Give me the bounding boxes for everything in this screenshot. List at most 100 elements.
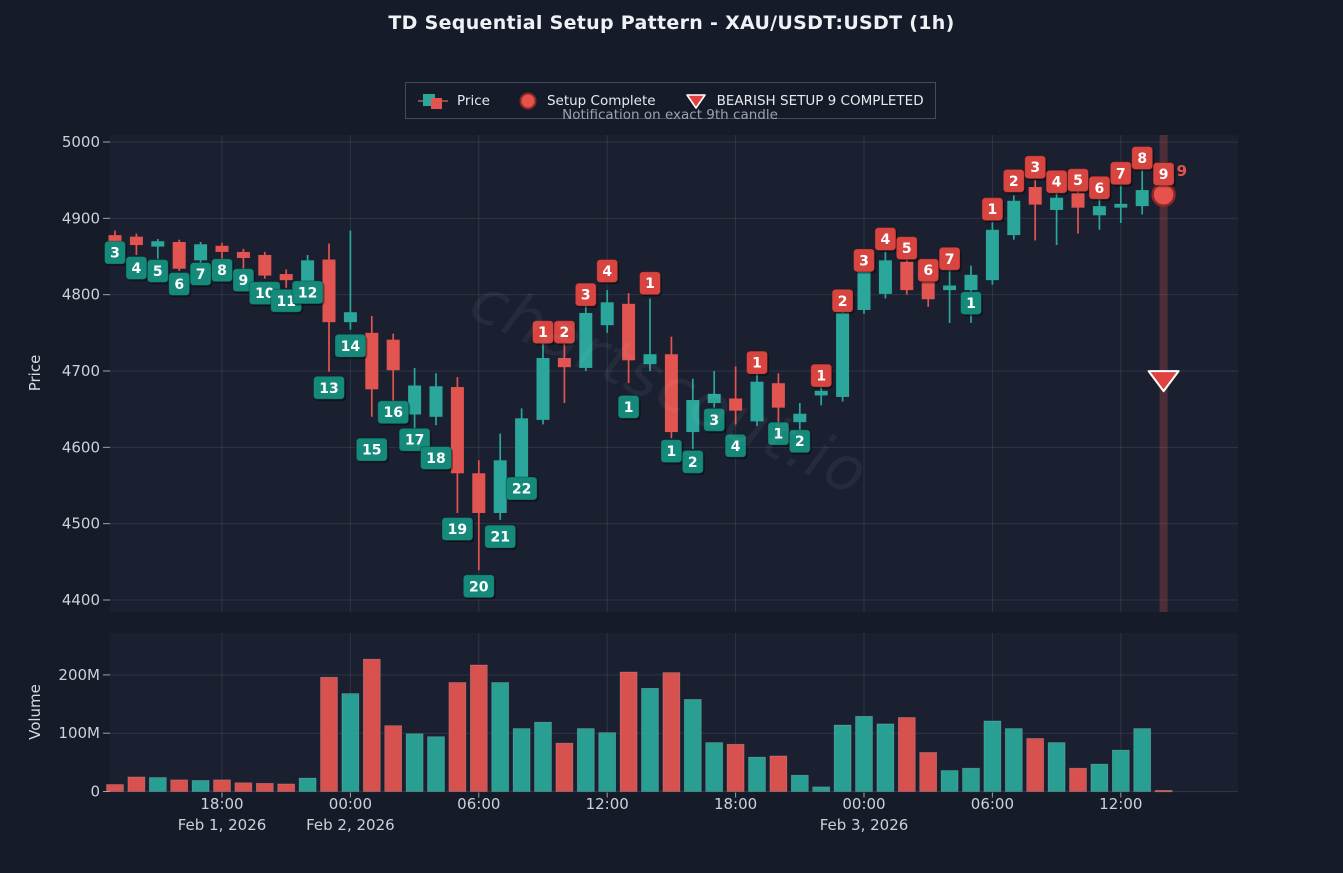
volume-bar	[491, 682, 510, 792]
td-label-box	[895, 236, 918, 261]
td-label-count: 2	[560, 325, 570, 341]
td-label-box	[168, 271, 191, 296]
td-label-buy-1: 1	[660, 439, 684, 465]
td-label-count: 1	[774, 427, 784, 443]
candle-body	[557, 358, 571, 368]
td-label-box	[681, 449, 704, 474]
candle-body	[1071, 193, 1085, 208]
td-label-sell-9: 9	[1152, 162, 1176, 188]
legend-item-setup-complete: Setup Complete	[518, 91, 656, 111]
volume-bar	[1154, 789, 1173, 793]
volume-bar	[919, 752, 938, 792]
td-label-box	[189, 262, 212, 287]
td-label-box	[1109, 161, 1132, 186]
candle-body	[172, 241, 186, 269]
td-label-sell-1: 1	[639, 271, 662, 297]
candle-body	[771, 383, 785, 408]
volume-axis-title: Volume	[26, 684, 44, 740]
candle-body	[729, 398, 743, 411]
td-label-box	[596, 259, 619, 284]
td-label-count: 20	[469, 579, 489, 595]
td-label-sell-4: 4	[596, 259, 620, 285]
td-label-buy-3: 3	[703, 407, 727, 434]
td-label-count: 3	[581, 288, 591, 304]
candle-body	[301, 260, 315, 283]
volume-bar	[255, 782, 274, 792]
page-title: TD Sequential Setup Pattern - XAU/USDT:U…	[388, 12, 955, 34]
td-label-sell-7: 7	[938, 246, 962, 273]
volume-bar	[855, 715, 873, 792]
setup-complete-circle-icon	[519, 92, 537, 109]
td-label-count: 1	[752, 356, 762, 372]
td-label-box	[1045, 169, 1068, 194]
td-label-buy-13: 13	[313, 375, 346, 402]
td-label-count: 4	[881, 232, 891, 248]
td-label-box	[125, 255, 148, 280]
td-label-box	[1152, 162, 1175, 187]
candles-group	[108, 170, 1171, 571]
td-label-sell-1: 1	[532, 320, 555, 346]
td-label-count: 2	[795, 434, 805, 450]
td-label-box	[553, 320, 576, 345]
td-label-count: 2	[1009, 174, 1019, 190]
candle-body	[493, 460, 507, 513]
candle-body	[450, 387, 464, 474]
td-label-count: 7	[196, 267, 206, 283]
candle-body	[664, 354, 678, 433]
td-label-box	[441, 517, 474, 542]
candle-body	[194, 244, 208, 261]
volume-bar	[1111, 749, 1130, 792]
td-label-count: 13	[319, 381, 338, 397]
candle-body	[1007, 200, 1021, 236]
volume-bar	[790, 774, 809, 792]
td-label-sell-2: 2	[831, 288, 855, 315]
candle-body	[750, 381, 764, 422]
td-label-box	[788, 429, 811, 454]
volume-bar	[662, 672, 681, 792]
candle-body	[579, 312, 593, 368]
volume-bar	[683, 699, 702, 792]
volume-bar	[170, 779, 189, 792]
volume-bar	[555, 742, 574, 792]
volume-bar	[833, 724, 852, 792]
volume-bar	[1004, 728, 1023, 792]
td-label-buy-3: 3	[104, 240, 127, 266]
volume-bar	[983, 720, 1002, 792]
td-label-sell-1: 1	[981, 197, 1005, 223]
price-tick-label: 4400	[62, 591, 100, 609]
td-label-count: 2	[838, 294, 848, 310]
x-tick-date: Feb 2, 2026	[306, 816, 395, 834]
td-label-buy-7: 7	[189, 262, 213, 288]
td-label-sell-3: 3	[1024, 155, 1048, 181]
td-label-sell-4: 4	[1045, 169, 1069, 195]
td-label-sell-5: 5	[1067, 168, 1090, 194]
td-label-box	[398, 427, 431, 452]
volume-bars-group	[106, 658, 1173, 793]
td-label-count: 8	[217, 263, 227, 279]
volume-bar	[127, 776, 146, 792]
volume-bar	[1090, 763, 1109, 792]
candle-body	[322, 259, 336, 323]
td-label-count: 8	[1137, 151, 1147, 167]
td-label-box	[938, 246, 961, 271]
td-label-buy-6: 6	[168, 271, 192, 298]
candle-body	[386, 339, 400, 371]
volume-bar	[619, 671, 638, 792]
x-tick-date: Feb 1, 2026	[178, 816, 267, 834]
volume-bar	[298, 777, 317, 792]
candle-body	[151, 241, 165, 247]
td-label-count: 19	[448, 522, 467, 538]
td-label-count: 9	[1159, 167, 1169, 183]
legend-item-bearish: BEARISH SETUP 9 COMPLETED	[684, 91, 924, 111]
candle-body	[643, 354, 657, 365]
volume-bar	[641, 687, 659, 792]
volume-bar	[1069, 767, 1087, 792]
candle-body	[108, 235, 122, 242]
volume-bar	[405, 733, 424, 792]
td-label-box	[1024, 155, 1047, 180]
volume-bar	[962, 767, 980, 792]
td-label-buy-21: 21	[484, 524, 518, 550]
td-label-count: 6	[1095, 181, 1105, 197]
